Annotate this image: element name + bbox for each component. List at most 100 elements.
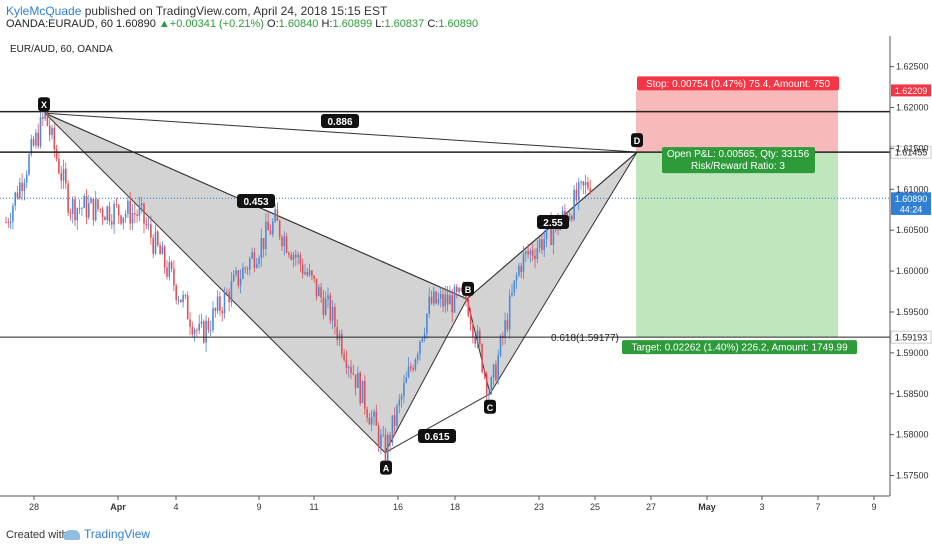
candle-body <box>175 285 177 300</box>
price-tag-box <box>891 192 931 205</box>
candle-body <box>292 254 295 260</box>
candle-body <box>460 287 463 292</box>
risk-reward-text: Risk/Reward Ratio: 3 <box>691 161 785 172</box>
candle-body <box>191 326 194 335</box>
chart-area[interactable]: EUR/AUD, 60, OANDA X A B C D 0.886 0.453 0.615 2.… <box>0 36 932 520</box>
ratio-ac-box <box>418 429 456 443</box>
price-chart[interactable]: EUR/AUD, 60, OANDA X A B C D 0.886 0.453 0.615 2.… <box>0 36 932 520</box>
author-link[interactable]: KyleMcQuade <box>6 4 82 18</box>
price-tag-label: 1.61455 <box>895 148 928 158</box>
candle-body <box>564 210 566 215</box>
open-value: 1.60840 <box>278 18 319 30</box>
candle-body <box>495 364 497 381</box>
price-tag-box <box>891 202 931 215</box>
candle-body <box>504 320 506 338</box>
candle-body <box>276 209 279 221</box>
candle-body <box>272 221 274 235</box>
candle-body <box>228 292 230 303</box>
candle-body <box>368 417 371 425</box>
candle-body <box>334 307 336 327</box>
candle-body <box>499 335 502 356</box>
ratio-xb-box <box>237 194 275 208</box>
candle-body <box>449 295 451 305</box>
candle-body <box>274 209 276 222</box>
x-tick-label: 7 <box>815 502 820 512</box>
candle-body <box>212 308 214 330</box>
candle-body <box>127 200 129 214</box>
candle-body <box>522 253 525 272</box>
candle-body <box>198 323 200 331</box>
candle-body <box>244 267 246 269</box>
candle-body <box>414 359 417 370</box>
candle-body <box>435 291 437 304</box>
candle-body <box>375 411 378 426</box>
x-tick-label: 9 <box>871 502 876 512</box>
x-tick-label: 18 <box>450 502 460 512</box>
candle-body <box>83 195 85 208</box>
candle-body <box>382 434 384 436</box>
candle-body <box>433 291 435 304</box>
tradingview-logo[interactable]: TradingView <box>64 527 150 541</box>
y-tick-label: 1.58500 <box>896 389 929 399</box>
candle-body <box>99 209 102 210</box>
candle-body <box>543 239 545 250</box>
candle-body <box>384 434 387 461</box>
candle-body <box>430 296 433 304</box>
candle-body <box>359 372 361 404</box>
candle-body <box>42 116 44 119</box>
candle-body <box>513 280 516 293</box>
candle-body <box>403 382 405 396</box>
candle-body <box>584 181 587 186</box>
candle-body <box>380 434 382 447</box>
candle-body <box>412 368 414 370</box>
candle-body <box>373 411 375 417</box>
point-c-badge <box>484 399 496 414</box>
xd-line <box>44 112 638 153</box>
price-tag-box <box>890 145 932 159</box>
created-with-label: Created with <box>6 529 68 541</box>
candle-body <box>571 216 573 220</box>
candle-body <box>249 258 251 270</box>
published-text: published on TradingView.com, April 24, … <box>84 4 388 18</box>
candle-body <box>12 205 14 222</box>
candle-body <box>437 298 440 304</box>
candle-body <box>253 252 256 268</box>
candle-body <box>154 231 157 254</box>
candle-body <box>458 287 460 293</box>
point-c-label: C <box>487 403 494 413</box>
candle-body <box>536 247 539 260</box>
x-tick-label: 28 <box>29 502 39 512</box>
candle-body <box>94 199 97 221</box>
candle-body <box>237 270 240 286</box>
candle-body <box>138 205 141 216</box>
candle-body <box>226 292 228 293</box>
open-pnl-text: Open P&L: 0.00565, Qty: 33156 <box>667 149 810 160</box>
candle-body <box>439 294 442 299</box>
candle-body <box>529 250 532 255</box>
candle-body <box>221 310 223 314</box>
candle-body <box>113 203 115 225</box>
candle-body <box>120 215 122 224</box>
candle-body <box>354 374 357 388</box>
candle-body <box>9 221 12 224</box>
point-b-label: B <box>465 285 472 295</box>
candle-body <box>255 264 258 268</box>
x-tick-label: 3 <box>759 502 764 512</box>
candle-body <box>242 267 244 279</box>
candle-body <box>140 203 143 206</box>
candle-body <box>538 239 541 248</box>
candle-body <box>350 367 352 374</box>
candle-body <box>35 132 37 146</box>
candle-body <box>515 275 518 281</box>
candle-body <box>400 395 403 400</box>
candle-body <box>205 320 207 343</box>
ratio-xd-label: 0.886 <box>327 117 352 128</box>
candle-body <box>170 262 173 269</box>
candle-body <box>55 149 58 159</box>
candle-body <box>78 208 81 209</box>
candle-body <box>520 265 522 272</box>
candle-body <box>320 287 322 298</box>
candle-body <box>74 199 76 221</box>
candle-body <box>407 366 410 378</box>
candle-body <box>88 203 90 218</box>
